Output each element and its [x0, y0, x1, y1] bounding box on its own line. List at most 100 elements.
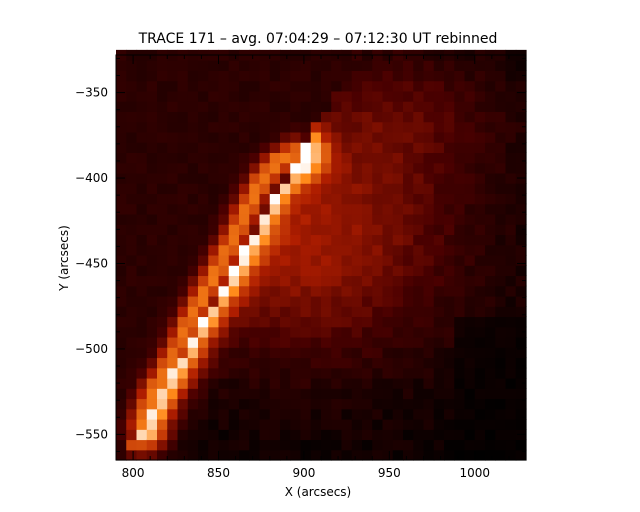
image-pixel: [362, 295, 373, 307]
x-tick-label: 850: [207, 466, 230, 480]
image-pixel: [372, 388, 384, 400]
image-pixel: [187, 131, 199, 143]
image-pixel: [208, 439, 220, 451]
image-pixel: [423, 90, 435, 102]
image-pixel: [392, 224, 404, 236]
image-pixel: [413, 429, 425, 441]
image-pixel: [146, 213, 158, 225]
image-pixel: [146, 418, 158, 430]
image-pixel: [485, 162, 496, 174]
image-pixel: [495, 254, 507, 266]
image-pixel: [433, 131, 445, 143]
image-pixel: [464, 336, 476, 348]
image-pixel: [423, 60, 435, 71]
image-pixel: [515, 121, 527, 133]
image-pixel: [208, 429, 220, 441]
image-pixel: [362, 90, 373, 102]
image-pixel: [310, 60, 322, 71]
image-pixel: [126, 101, 138, 112]
image-pixel: [392, 172, 404, 184]
image-pixel: [454, 60, 466, 71]
image-pixel: [413, 326, 425, 338]
image-pixel: [290, 244, 302, 256]
image-pixel: [372, 131, 384, 143]
image-pixel: [341, 326, 353, 338]
image-pixel: [495, 224, 507, 236]
image-pixel: [310, 408, 322, 420]
image-pixel: [239, 121, 250, 133]
image-pixel: [515, 285, 527, 297]
image-pixel: [259, 60, 271, 71]
image-pixel: [392, 60, 404, 71]
image-pixel: [290, 265, 302, 277]
image-pixel: [495, 90, 507, 102]
image-pixel: [269, 142, 281, 153]
image-pixel: [269, 70, 281, 82]
image-pixel: [249, 336, 261, 348]
image-pixel: [157, 357, 168, 369]
image-pixel: [208, 254, 220, 266]
image-pixel: [187, 377, 199, 389]
image-pixel: [351, 295, 363, 307]
image-pixel: [423, 316, 435, 328]
image-pixel: [485, 295, 496, 307]
image-pixel: [136, 275, 148, 287]
image-pixel: [454, 131, 466, 143]
image-pixel: [249, 275, 261, 287]
image-pixel: [382, 70, 394, 82]
image-pixel: [474, 203, 486, 215]
image-pixel: [167, 408, 179, 420]
image-pixel: [136, 193, 148, 205]
image-pixel: [495, 429, 507, 441]
image-pixel: [187, 70, 199, 82]
image-pixel: [157, 224, 168, 236]
image-pixel: [239, 306, 250, 318]
image-pixel: [505, 357, 517, 369]
image-pixel: [136, 357, 148, 369]
image-pixel: [372, 326, 384, 338]
image-pixel: [198, 275, 209, 287]
image-pixel: [331, 70, 343, 82]
image-pixel: [228, 377, 240, 389]
image-pixel: [392, 439, 404, 451]
image-pixel: [300, 295, 312, 307]
image-pixel: [249, 357, 261, 369]
image-pixel: [167, 213, 179, 225]
image-pixel: [505, 162, 517, 174]
image-pixel: [290, 101, 302, 112]
image-pixel: [116, 131, 127, 143]
image-pixel: [136, 347, 148, 359]
image-pixel: [433, 121, 445, 133]
image-pixel: [331, 162, 343, 174]
image-pixel: [249, 152, 261, 164]
image-pixel: [351, 429, 363, 441]
image-pixel: [300, 449, 312, 461]
image-pixel: [290, 388, 302, 400]
image-pixel: [208, 306, 220, 318]
image-pixel: [310, 439, 322, 451]
image-pixel: [454, 142, 466, 153]
image-pixel: [198, 172, 209, 184]
image-pixel: [157, 162, 168, 174]
image-pixel: [392, 347, 404, 359]
image-pixel: [413, 172, 425, 184]
image-pixel: [474, 357, 486, 369]
image-pixel: [351, 80, 363, 92]
image-pixel: [310, 377, 322, 389]
image-pixel: [269, 347, 281, 359]
image-pixel: [351, 367, 363, 379]
image-pixel: [382, 152, 394, 164]
image-pixel: [208, 377, 220, 389]
image-pixel: [300, 142, 312, 153]
image-pixel: [239, 275, 250, 287]
image-pixel: [515, 224, 527, 236]
image-pixel: [157, 439, 168, 451]
image-pixel: [474, 193, 486, 205]
image-pixel: [167, 70, 179, 82]
image-pixel: [505, 172, 517, 184]
image-pixel: [464, 408, 476, 420]
image-pixel: [413, 254, 425, 266]
image-pixel: [362, 347, 373, 359]
image-pixel: [403, 80, 414, 92]
image-pixel: [177, 80, 189, 92]
